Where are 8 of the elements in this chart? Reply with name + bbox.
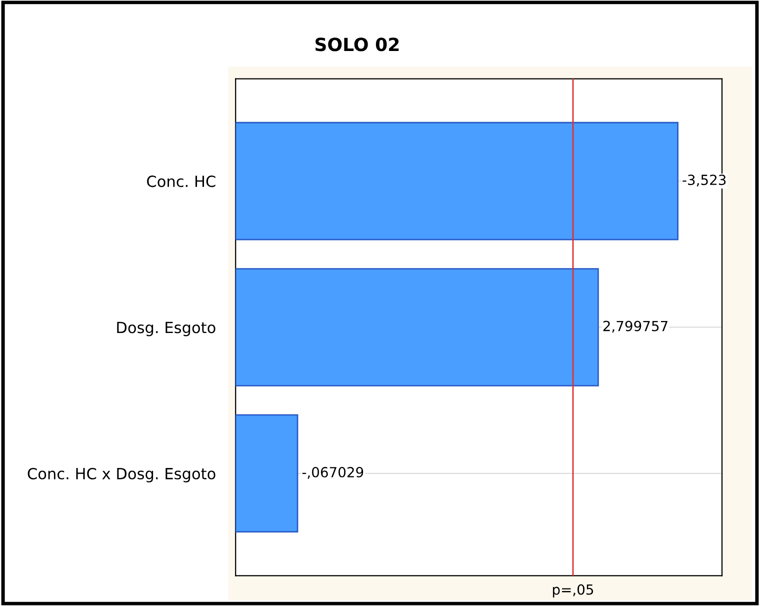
annotation: -3,523 <box>682 174 726 187</box>
annotation: 2,799757 <box>603 320 668 333</box>
y-tick-label: Conc. HC <box>147 176 216 188</box>
chart-title: SOLO 02 <box>316 38 399 52</box>
y-tick-label: Dosg. Esgoto <box>117 322 216 336</box>
ref-line-label: p=,05 <box>552 584 594 598</box>
annotation: -,067029 <box>302 466 364 479</box>
y-tick-label: Conc. HC x Dosg. Esgoto <box>28 468 216 482</box>
